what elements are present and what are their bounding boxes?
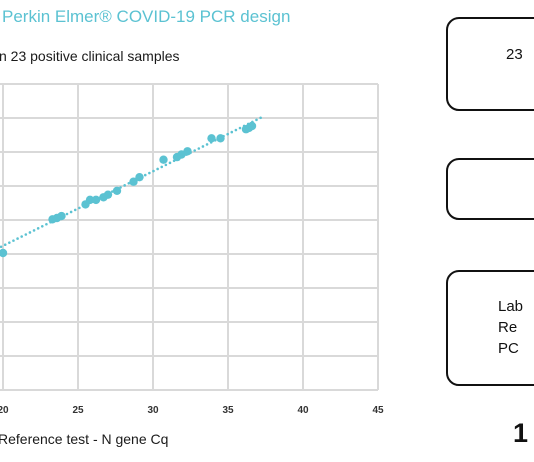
info-box-count-text: 23 xyxy=(506,46,523,63)
data-point xyxy=(103,190,113,199)
data-points xyxy=(0,121,257,258)
data-point xyxy=(85,195,95,205)
info-box-line: Lab xyxy=(498,298,524,315)
x-tick-label: 45 xyxy=(372,405,384,416)
x-axis-label: Reference test - N gene Cq xyxy=(0,431,169,447)
info-box-empty xyxy=(446,158,534,220)
data-point xyxy=(129,177,138,186)
data-point xyxy=(183,147,192,156)
data-point xyxy=(112,186,122,195)
data-point xyxy=(159,155,168,164)
data-point xyxy=(216,134,225,143)
info-box-count: 23 xyxy=(446,17,534,111)
chart-grid xyxy=(0,83,379,391)
data-point xyxy=(91,195,101,205)
info-box-line: Re xyxy=(498,319,518,336)
data-point xyxy=(57,211,66,221)
info-box-line: PC xyxy=(498,340,519,357)
x-tick-label: 40 xyxy=(297,405,309,416)
x-tick-label: 35 xyxy=(222,405,234,416)
x-tick-label: 25 xyxy=(72,405,84,416)
x-tick-label: 30 xyxy=(147,405,159,416)
data-point xyxy=(247,121,257,131)
x-tick-label: 20 xyxy=(0,405,9,416)
data-point xyxy=(207,134,216,143)
chart-subtitle: n 23 positive clinical samples xyxy=(0,48,180,64)
chart-title: Perkin Elmer® COVID-19 PCR design xyxy=(2,7,291,26)
big-number: 1 xyxy=(513,418,529,448)
x-axis-ticks: 20 25 30 35 40 45 xyxy=(0,405,384,416)
info-box-method: Lab Re PC xyxy=(446,270,534,386)
data-point xyxy=(0,248,8,258)
data-point xyxy=(135,172,144,182)
